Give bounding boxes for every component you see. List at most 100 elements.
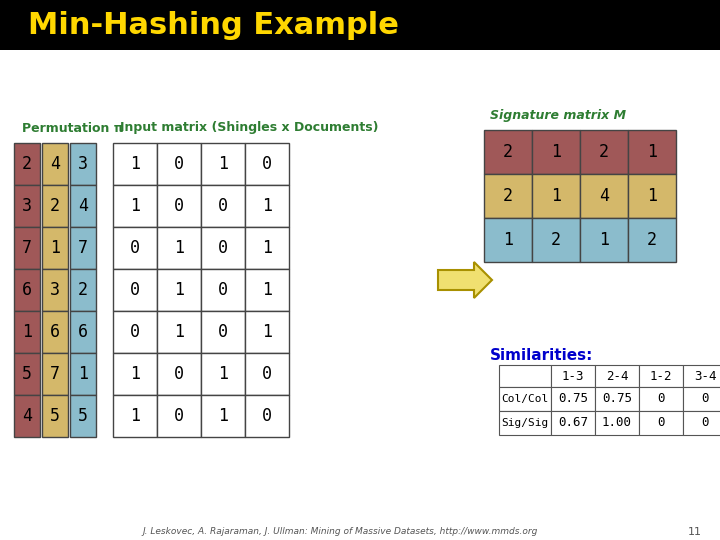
Text: 0: 0	[218, 239, 228, 257]
Bar	[580, 174, 628, 218]
Text: 0.67: 0.67	[558, 416, 588, 429]
Text: 3-4: 3-4	[694, 369, 716, 382]
Text: 1: 1	[551, 143, 561, 161]
Text: 6: 6	[78, 323, 88, 341]
Bar	[70, 311, 96, 353]
Bar	[628, 174, 676, 218]
Text: 1: 1	[262, 197, 272, 215]
Text: 1: 1	[262, 281, 272, 299]
Text: 1-3: 1-3	[562, 369, 584, 382]
Bar	[532, 130, 580, 174]
Text: 1: 1	[218, 365, 228, 383]
Bar	[113, 143, 157, 185]
Bar	[113, 395, 157, 437]
Text: 2: 2	[503, 187, 513, 205]
Bar	[595, 387, 639, 411]
Text: Signature matrix M: Signature matrix M	[490, 109, 626, 122]
Bar	[639, 411, 683, 435]
Text: Col/Col: Col/Col	[501, 394, 549, 404]
Text: 1: 1	[130, 155, 140, 173]
Text: 1: 1	[174, 281, 184, 299]
Bar	[551, 365, 595, 387]
Text: 2: 2	[503, 143, 513, 161]
Text: Permutation π: Permutation π	[22, 122, 124, 134]
Bar	[157, 269, 201, 311]
Text: J. Leskovec, A. Rajaraman, J. Ullman: Mining of Massive Datasets, http://www.mmd: J. Leskovec, A. Rajaraman, J. Ullman: Mi…	[143, 528, 538, 537]
Bar	[628, 130, 676, 174]
Text: 5: 5	[22, 365, 32, 383]
Bar	[639, 387, 683, 411]
Bar	[157, 227, 201, 269]
Text: 2-4: 2-4	[606, 369, 629, 382]
Bar	[70, 227, 96, 269]
Bar	[580, 130, 628, 174]
Bar	[113, 353, 157, 395]
Bar	[201, 143, 245, 185]
Text: 5: 5	[50, 407, 60, 425]
Bar	[42, 395, 68, 437]
Bar	[595, 365, 639, 387]
Bar	[14, 269, 40, 311]
Bar	[484, 174, 532, 218]
Text: 1: 1	[503, 231, 513, 249]
Bar	[532, 174, 580, 218]
Text: 0: 0	[701, 416, 708, 429]
Text: 1: 1	[599, 231, 609, 249]
Bar	[201, 227, 245, 269]
Bar	[42, 269, 68, 311]
Text: Min-Hashing Example: Min-Hashing Example	[28, 10, 399, 39]
Text: 1: 1	[647, 187, 657, 205]
Bar	[639, 365, 683, 387]
Bar	[113, 269, 157, 311]
Text: 6: 6	[22, 281, 32, 299]
Bar	[683, 365, 720, 387]
Text: 0: 0	[657, 393, 665, 406]
Bar	[245, 353, 289, 395]
Text: 0: 0	[130, 281, 140, 299]
Text: 1: 1	[50, 239, 60, 257]
Bar	[70, 395, 96, 437]
Text: 1: 1	[130, 197, 140, 215]
Bar	[551, 387, 595, 411]
Text: 1: 1	[130, 365, 140, 383]
Bar	[113, 227, 157, 269]
Bar	[70, 143, 96, 185]
Bar	[245, 269, 289, 311]
Text: Similarities:: Similarities:	[490, 348, 593, 362]
Bar	[484, 130, 532, 174]
Bar	[245, 311, 289, 353]
Bar	[201, 185, 245, 227]
Bar	[42, 311, 68, 353]
Bar	[484, 218, 532, 262]
Text: 0: 0	[174, 365, 184, 383]
Text: 1: 1	[647, 143, 657, 161]
Bar	[42, 143, 68, 185]
Bar	[70, 353, 96, 395]
Bar	[14, 227, 40, 269]
Text: 0: 0	[174, 155, 184, 173]
Bar	[157, 185, 201, 227]
Text: 1: 1	[218, 407, 228, 425]
Text: 1: 1	[174, 239, 184, 257]
Text: 0: 0	[262, 155, 272, 173]
Bar	[683, 411, 720, 435]
Bar	[201, 311, 245, 353]
Text: 1: 1	[262, 239, 272, 257]
Bar	[628, 218, 676, 262]
Text: 0: 0	[174, 197, 184, 215]
Bar	[14, 395, 40, 437]
Text: 1: 1	[262, 323, 272, 341]
Text: 0: 0	[130, 239, 140, 257]
Text: 0: 0	[657, 416, 665, 429]
Text: 7: 7	[50, 365, 60, 383]
Bar	[42, 227, 68, 269]
Text: 0: 0	[130, 323, 140, 341]
Bar	[580, 218, 628, 262]
Text: 2: 2	[647, 231, 657, 249]
Bar	[14, 353, 40, 395]
Bar	[0, 0, 720, 50]
Text: 0.75: 0.75	[558, 393, 588, 406]
Text: 0: 0	[218, 197, 228, 215]
Text: 0: 0	[262, 407, 272, 425]
Bar	[245, 395, 289, 437]
